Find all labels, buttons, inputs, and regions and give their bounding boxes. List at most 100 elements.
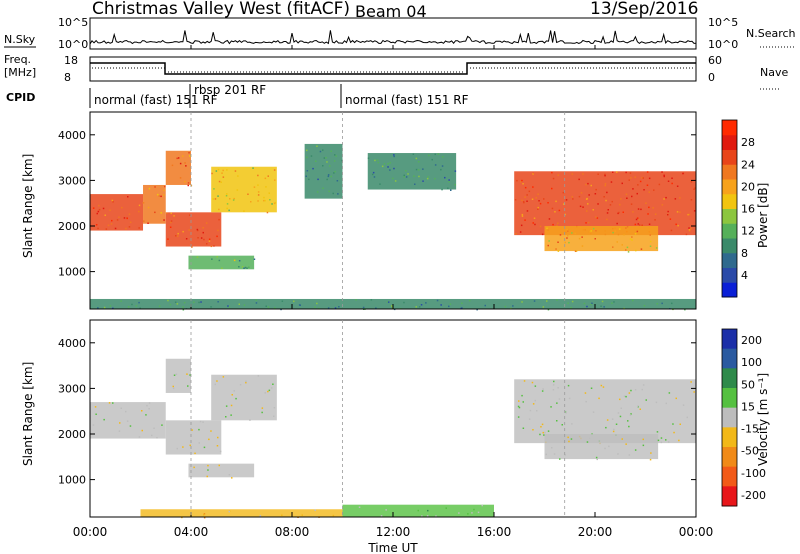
velocity-pixel (541, 390, 544, 392)
velocity-pixel (471, 512, 473, 514)
power-region-4 (211, 166, 277, 213)
power-pixel (437, 153, 440, 155)
power-pixel (448, 179, 450, 181)
power-pixel (663, 174, 665, 177)
power-pixel (158, 195, 160, 197)
y-tick-label: 1000 (58, 474, 86, 487)
power-pixel (583, 302, 586, 305)
velocity-pixel (95, 413, 97, 415)
velocity-pixel (665, 402, 667, 405)
power-pixel (524, 219, 526, 221)
power-pixel (330, 150, 332, 152)
freq-tick-lo: 8 (64, 71, 71, 84)
power-pixel (387, 163, 389, 165)
power-pixel (514, 199, 517, 201)
power-pixel (97, 227, 99, 230)
power-pixel (147, 206, 150, 209)
velocity-pixel (314, 509, 316, 511)
power-pixel (257, 194, 260, 196)
velocity-pixel (682, 404, 685, 406)
power-pixel (233, 197, 235, 200)
power-pixel (182, 306, 184, 308)
velocity-pixel (675, 397, 677, 400)
power-pixel (257, 174, 259, 177)
power-pixel (604, 174, 606, 177)
noise-panel-frame (89, 17, 697, 50)
power-pixel (690, 199, 693, 201)
velocity-colorbar-cell (722, 427, 737, 448)
power-colorbar-cell (722, 252, 737, 268)
velocity-pixel (600, 384, 603, 387)
velocity-pixel (621, 438, 623, 440)
power-pixel (632, 188, 634, 190)
power-pixel (372, 171, 375, 174)
velocity-pixel (477, 511, 480, 514)
velocity-pixel (481, 504, 483, 507)
power-pixel (440, 168, 442, 171)
power-pixel (417, 161, 420, 163)
power-pixel (647, 213, 649, 215)
power-colorbar-cell (722, 208, 737, 224)
y-tick-label: 4000 (58, 337, 86, 350)
power-pixel (688, 227, 690, 229)
power-pixel (654, 213, 657, 215)
power-pixel (217, 301, 219, 303)
power-pixel (138, 227, 140, 229)
power-pixel (393, 155, 395, 158)
power-pixel (266, 211, 269, 214)
velocity-pixel (119, 422, 121, 424)
velocity-pixel (628, 392, 631, 394)
power-pixel (665, 196, 667, 199)
velocity-pixel (672, 423, 674, 425)
power-pixel (554, 211, 556, 213)
velocity-plot-area (90, 358, 696, 519)
velocity-pixel (193, 466, 195, 469)
station-title: Christmas Valley West (fitACF) (92, 0, 350, 19)
power-pixel (420, 304, 423, 306)
power-pixel (123, 217, 126, 219)
power-pixel (605, 199, 607, 202)
freq-trace (90, 62, 696, 75)
power-pixel (415, 157, 418, 160)
power-pixel (129, 221, 132, 224)
power-pixel (592, 209, 594, 211)
power-pixel (118, 216, 120, 218)
power-pixel (428, 154, 430, 157)
power-pixel (556, 224, 558, 227)
power-pixel (676, 185, 679, 187)
velocity-pixel (257, 375, 260, 377)
velocity-pixel (517, 416, 520, 418)
velocity-pixel (665, 439, 667, 441)
power-pixel (306, 170, 309, 172)
power-pixel (641, 177, 643, 179)
velocity-pixel (173, 374, 176, 376)
power-pixel (623, 233, 625, 236)
power-pixel (417, 169, 420, 171)
velocity-pixel (267, 390, 269, 393)
velocity-pixel (660, 437, 663, 439)
power-colorbar-tick: 20 (741, 180, 755, 193)
power-colorbar-cell (722, 193, 737, 209)
power-pixel (442, 156, 444, 158)
velocity-pixel (545, 453, 547, 456)
y-tick-label: 2000 (58, 428, 86, 441)
power-pixel (322, 165, 324, 167)
velocity-pixel (332, 514, 335, 517)
power-pixel (269, 199, 271, 201)
velocity-pixel (217, 436, 219, 439)
sky-tick-hi: 10^5 (58, 16, 88, 29)
power-pixel (521, 179, 523, 182)
power-pixel (157, 193, 159, 196)
power-pixel (449, 303, 452, 305)
nave-tick-hi: 60 (708, 54, 722, 67)
velocity-pixel (264, 392, 266, 394)
velocity-pixel (586, 441, 589, 443)
power-pixel (164, 185, 166, 188)
power-pixel (604, 183, 607, 185)
velocity-pixel (642, 384, 645, 386)
power-pixel (559, 234, 562, 236)
velocity-pixel (565, 412, 567, 414)
power-pixel (570, 306, 572, 309)
power-pixel (626, 226, 629, 228)
power-pixel (542, 306, 545, 308)
